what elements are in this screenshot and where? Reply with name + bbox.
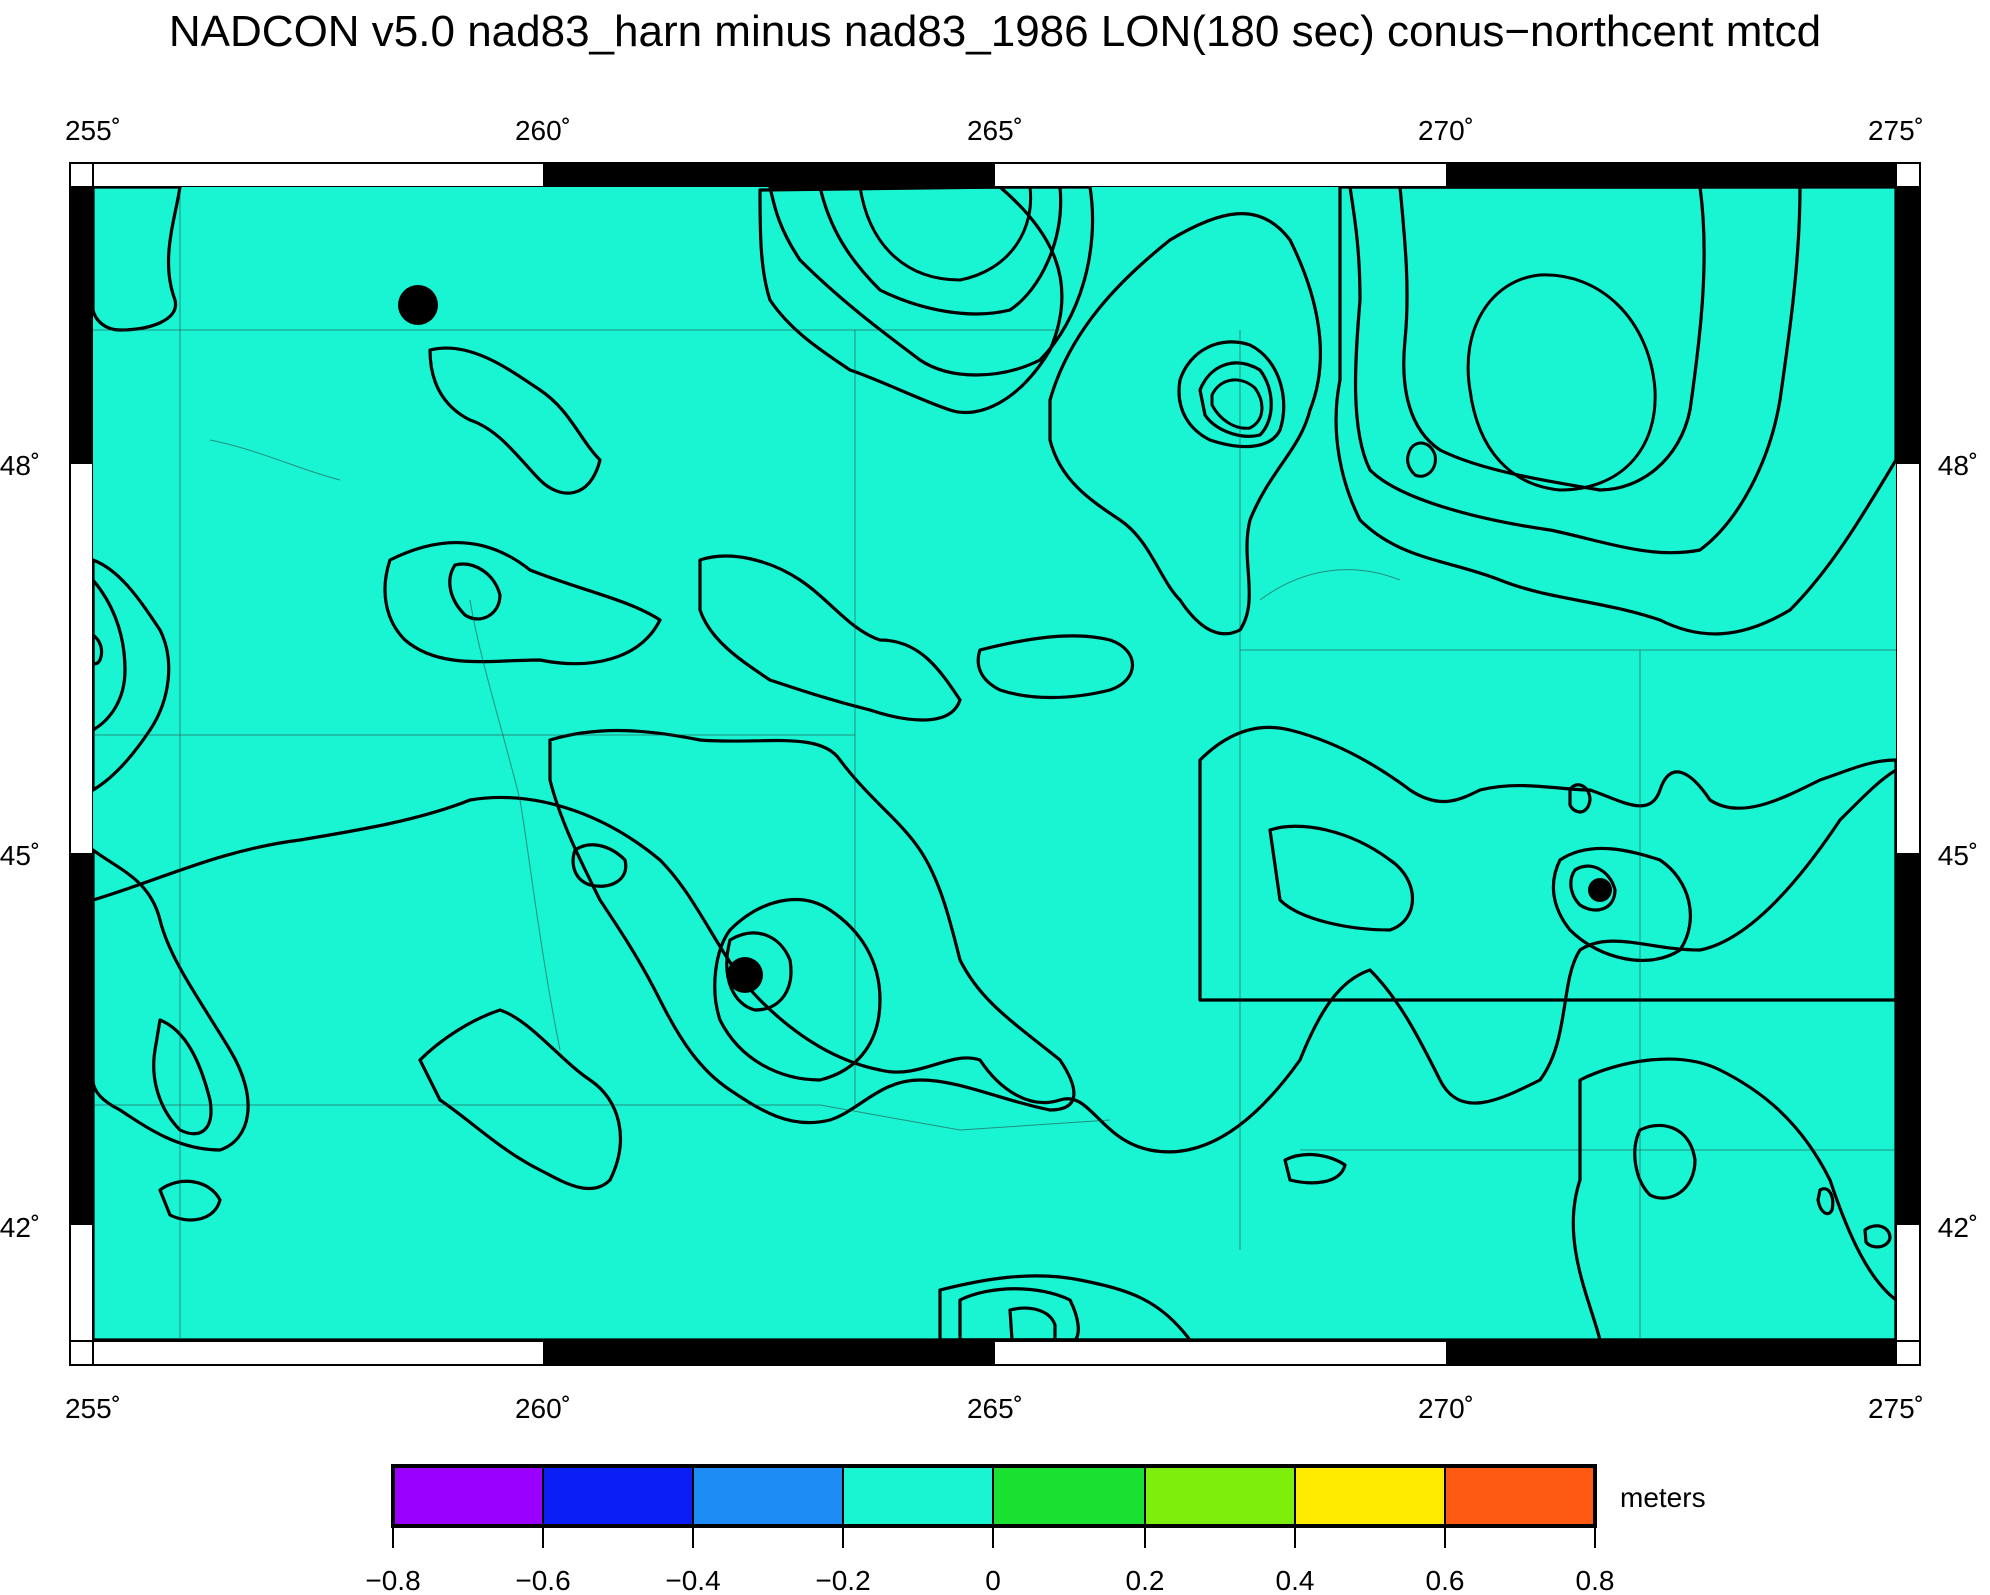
band-0-02-strip	[428, 346, 602, 495]
colorbar-tick-6: 0.2	[1126, 1565, 1165, 1595]
band-lt-minus-06-northeast	[1398, 187, 1706, 492]
bottom-tick-270: 270˚	[1418, 1393, 1474, 1424]
band-minus-02-0	[93, 187, 1896, 1340]
right-tick-45: 45˚	[1938, 840, 1978, 871]
band-04-06-southeast	[1633, 1123, 1697, 1200]
colorbar-tick-2: −0.6	[515, 1565, 570, 1595]
band-04-06-east-small	[1568, 783, 1592, 814]
band-minus-04-02-north-center	[758, 187, 1064, 415]
band-02-04-southwest	[418, 1008, 622, 1191]
right-tick-labels: 48˚ 45˚ 42˚	[1938, 450, 1978, 1243]
band-minus-04-02-northeast	[1334, 187, 1896, 636]
top-tick-270: 270˚	[1418, 115, 1474, 146]
band-04-06-southeast-small	[1816, 1187, 1835, 1216]
bottom-tick-labels: 255˚ 260˚ 265˚ 270˚ 275˚	[65, 1393, 1924, 1424]
band-lt-minus-06-center	[725, 931, 793, 1012]
band-06-08-north	[1198, 361, 1273, 438]
band-minus-06-04-north-center	[768, 187, 1095, 377]
colorbar-tick-9: 0.8	[1576, 1565, 1615, 1595]
band-minus-06-04-east-small	[1569, 864, 1617, 912]
band-minus-06-04-center	[713, 898, 882, 1082]
left-tick-labels: 48˚ 45˚ 42˚	[0, 450, 40, 1243]
bottom-tick-260: 260˚	[515, 1393, 571, 1424]
core-black-northwest	[398, 285, 438, 325]
band-minus-06-04-south-small	[1283, 1153, 1347, 1185]
colorbar-tick-4: −0.2	[815, 1565, 870, 1595]
band-minus-04-02-center-mid	[698, 554, 962, 722]
colorbar-swatch-1	[393, 1466, 543, 1526]
colorbar-swatch-4	[843, 1466, 993, 1526]
colorbar-tick-3: −0.4	[665, 1565, 720, 1595]
band-minus-04-02-north-west	[383, 541, 662, 666]
band-0-02-north-blob	[1048, 212, 1323, 636]
right-tick-48: 48˚	[1938, 450, 1978, 481]
colorbar-swatch-5	[993, 1466, 1145, 1526]
band-02-04-southwest-corner	[158, 1179, 222, 1222]
band-02-04-south-central	[938, 1274, 1192, 1340]
band-minus-04-02-west-edge	[93, 558, 171, 792]
colorbar-swatch-3	[693, 1466, 843, 1526]
state-boundaries	[93, 187, 1896, 1340]
contour-plot	[93, 187, 1896, 1340]
left-tick-48: 48˚	[0, 450, 40, 481]
map-title: NADCON v5.0 nad83_harn minus nad83_1986 …	[169, 7, 1821, 56]
band-04-06-south	[958, 1287, 1080, 1340]
band-lt-minus-06-north-center	[818, 187, 1063, 316]
band-minus-06-04-west	[93, 578, 127, 732]
colorbar-swatch-6	[1145, 1466, 1295, 1526]
band-02-04-southeast	[1571, 1057, 1896, 1340]
colorbar-unit-label: meters	[1620, 1482, 1706, 1513]
right-tick-42: 42˚	[1938, 1212, 1978, 1243]
band-minus-06-04-northeast	[1348, 187, 1802, 555]
top-tick-labels: 255˚ 260˚ 265˚ 270˚ 275˚	[65, 115, 1924, 146]
core-black-east	[1588, 878, 1612, 902]
top-tick-260: 260˚	[515, 115, 571, 146]
band-04-06-north-blob	[1177, 340, 1286, 449]
core-white-north	[1210, 378, 1264, 430]
colorbar-tick-5: 0	[985, 1565, 1001, 1595]
top-tick-265: 265˚	[967, 115, 1023, 146]
band-lt-minus-06-west-edge	[93, 633, 104, 666]
core-black-small-ne	[1406, 441, 1437, 478]
left-tick-45: 45˚	[0, 840, 40, 871]
band-minus-06-04-west-blob	[448, 562, 502, 621]
band-minus-04-02-east-blob	[1551, 846, 1692, 962]
top-tick-275: 275˚	[1868, 115, 1924, 146]
bottom-tick-275: 275˚	[1868, 1393, 1924, 1424]
bottom-tick-265: 265˚	[967, 1393, 1023, 1424]
band-minus-04-02-center-east	[976, 634, 1135, 700]
band-minus-06-04-southwest	[152, 1018, 213, 1136]
colorbar: −0.8 −0.6 −0.4 −0.2 0 0.2 0.4 0.6 0.8 me…	[365, 1464, 1706, 1595]
band-minus-04-02-center	[548, 728, 1076, 1125]
band-0-02-northwest	[93, 187, 182, 332]
band-02-04-northeast-mid	[1268, 824, 1414, 932]
left-tick-42: 42˚	[0, 1212, 40, 1243]
band-0-02-south	[93, 768, 1896, 1340]
colorbar-tick-1: −0.8	[365, 1565, 420, 1595]
colorbar-tick-8: 0.6	[1426, 1565, 1465, 1595]
top-tick-255: 255˚	[65, 115, 121, 146]
band-02-04-blob-258	[571, 843, 628, 888]
core-black-northeast	[1466, 273, 1657, 492]
colorbar-tick-7: 0.4	[1276, 1565, 1315, 1595]
band-06-08-south	[1008, 1306, 1057, 1340]
band-0-02-east	[1198, 725, 1896, 1002]
core-black-north-center	[858, 187, 1033, 282]
colorbar-swatch-7	[1295, 1466, 1445, 1526]
band-04-06-far-east	[1863, 1224, 1892, 1249]
band-minus-04-02-southwest	[93, 848, 250, 1152]
colorbar-swatch-2	[543, 1466, 693, 1526]
core-black-center	[727, 957, 763, 993]
colorbar-swatch-8	[1445, 1466, 1595, 1526]
bottom-tick-255: 255˚	[65, 1393, 121, 1424]
